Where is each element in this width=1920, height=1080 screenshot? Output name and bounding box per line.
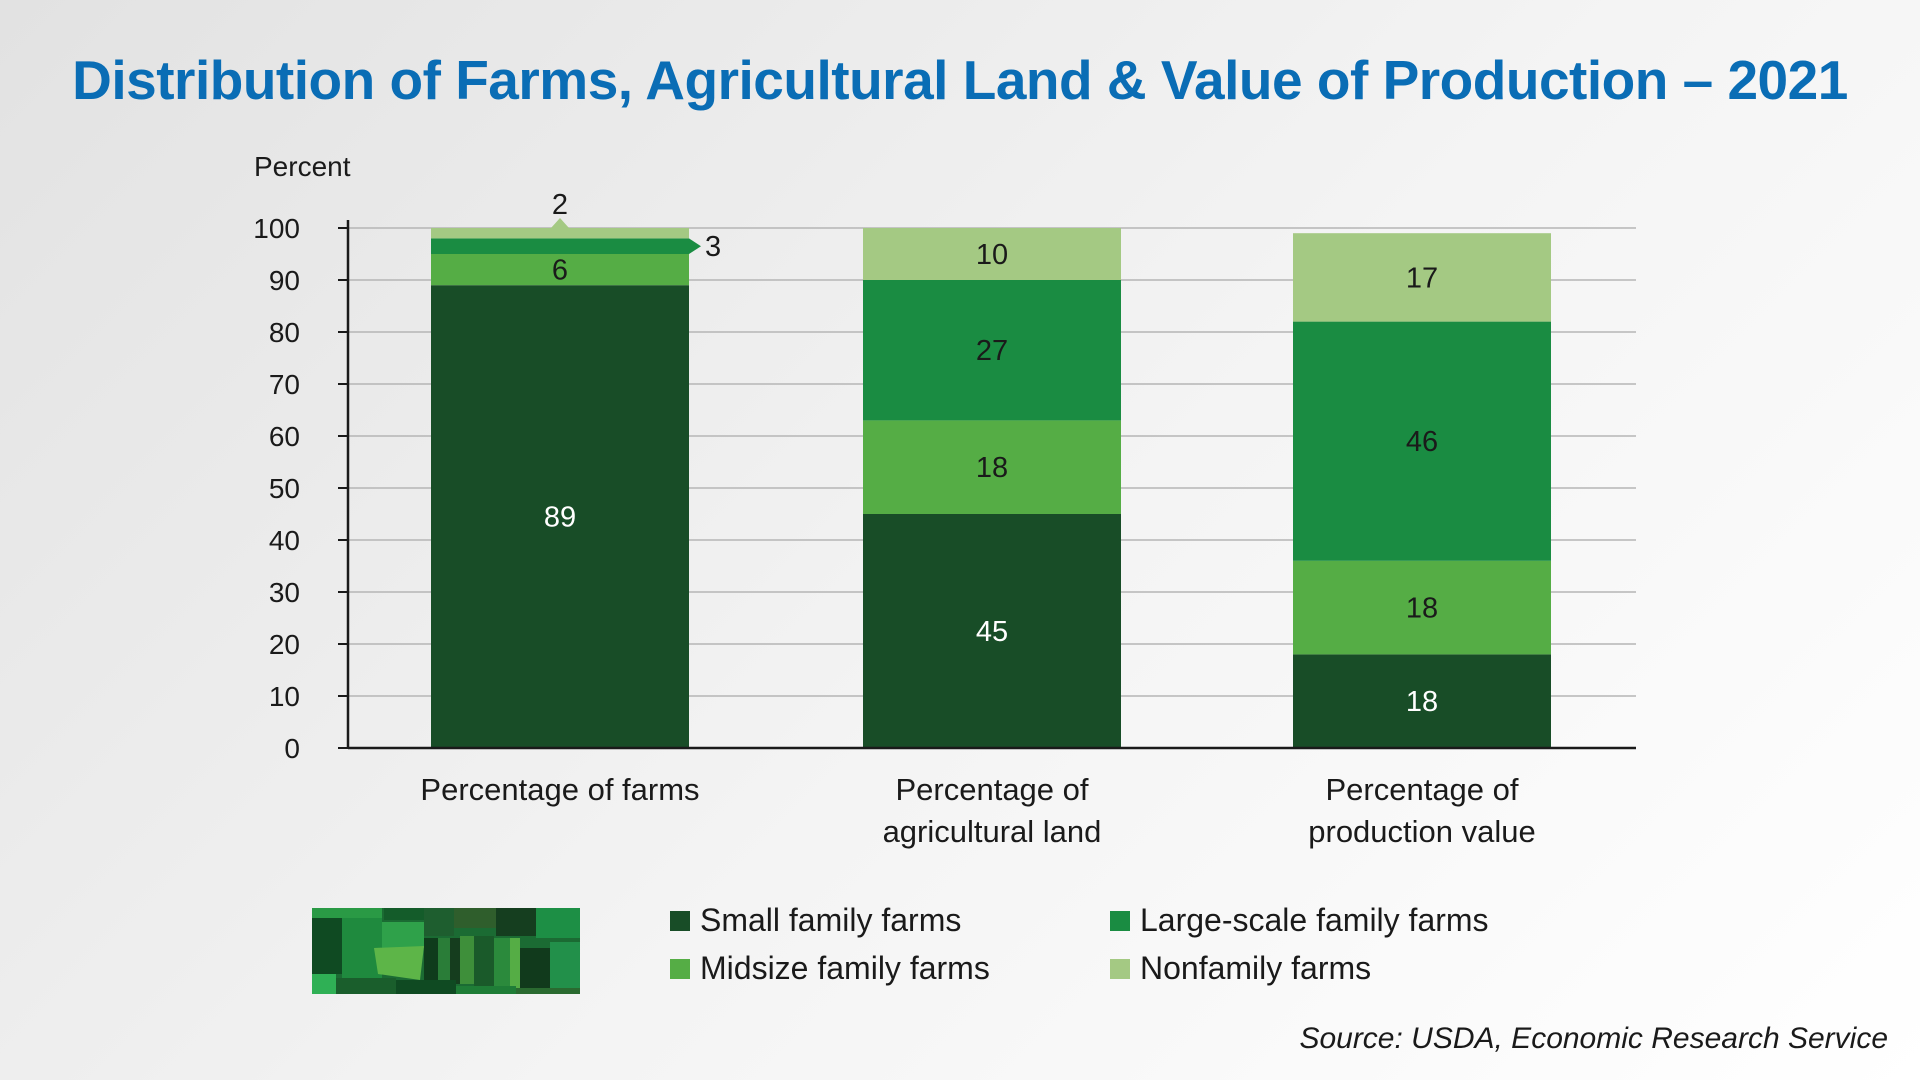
legend-item-midsize: Midsize family farms — [670, 950, 990, 987]
legend-label-large: Large-scale family farms — [1140, 902, 1489, 938]
chart-title: Distribution of Farms, Agricultural Land… — [72, 49, 1848, 111]
y-tick-label: 10 — [269, 681, 300, 712]
data-label: 3 — [705, 231, 721, 263]
legend-swatch-large — [1110, 910, 1130, 931]
bar-segment — [1293, 560, 1551, 655]
x-category-label: production value — [1308, 814, 1536, 849]
legend-item-large: Large-scale family farms — [1110, 902, 1489, 939]
y-axis-title: Percent — [254, 151, 351, 182]
legend-label-midsize: Midsize family farms — [700, 950, 990, 986]
y-tick-label: 30 — [269, 577, 300, 608]
legend-swatch-midsize — [670, 958, 690, 979]
bar-segment — [863, 514, 1121, 748]
data-label: 89 — [544, 502, 576, 534]
y-tick-label: 100 — [253, 213, 300, 244]
data-label: 18 — [976, 452, 1008, 484]
bar-segment — [1293, 233, 1551, 322]
data-label: 10 — [976, 239, 1008, 271]
data-label: 45 — [976, 616, 1008, 648]
y-tick-label: 20 — [269, 629, 300, 660]
data-label: 18 — [1406, 593, 1438, 625]
bar-segment — [1293, 321, 1551, 561]
y-tick-label: 0 — [284, 733, 300, 764]
bar-segment — [863, 228, 1121, 280]
x-category-label: Percentage of — [895, 772, 1088, 807]
y-tick-label: 40 — [269, 525, 300, 556]
x-category-label: Percentage of — [1325, 772, 1518, 807]
data-label: 27 — [976, 335, 1008, 367]
callout-pointer — [689, 238, 701, 254]
data-label: 18 — [1406, 686, 1438, 718]
bar-segment — [863, 280, 1121, 421]
y-tick-label: 60 — [269, 421, 300, 452]
bar-segment — [431, 228, 689, 239]
data-label: 17 — [1406, 262, 1438, 294]
legend-item-small: Small family farms — [670, 902, 961, 939]
legend-swatch-small — [670, 910, 690, 931]
y-tick-label: 50 — [269, 473, 300, 504]
data-label: 6 — [552, 255, 568, 287]
data-label: 46 — [1406, 426, 1438, 458]
y-tick-label: 70 — [269, 369, 300, 400]
stacked-bar-chart: Percent 0 10 20 30 40 50 60 70 80 90 100 89 6 3 2 45 18 27… — [253, 151, 1636, 849]
y-tick-label: 90 — [269, 265, 300, 296]
data-label: 2 — [552, 189, 568, 221]
y-tick-label: 80 — [269, 317, 300, 348]
x-category-label: agricultural land — [883, 814, 1102, 849]
farm-fields-image — [312, 908, 580, 994]
legend-label-nonfamily: Nonfamily farms — [1140, 950, 1372, 986]
callout-pointer — [551, 218, 569, 228]
legend-swatch-nonfamily — [1110, 958, 1130, 979]
bar-segment — [863, 420, 1121, 514]
x-category-label: Percentage of farms — [420, 772, 699, 807]
legend-label-small: Small family farms — [700, 902, 962, 938]
bar-segment — [1293, 654, 1551, 748]
bar-segment — [431, 238, 689, 254]
legend-item-nonfamily: Nonfamily farms — [1110, 950, 1371, 987]
bar-segment — [431, 254, 689, 286]
bar-segment — [431, 285, 689, 748]
source-note: Source: USDA, Economic Research Service — [1299, 1022, 1888, 1055]
